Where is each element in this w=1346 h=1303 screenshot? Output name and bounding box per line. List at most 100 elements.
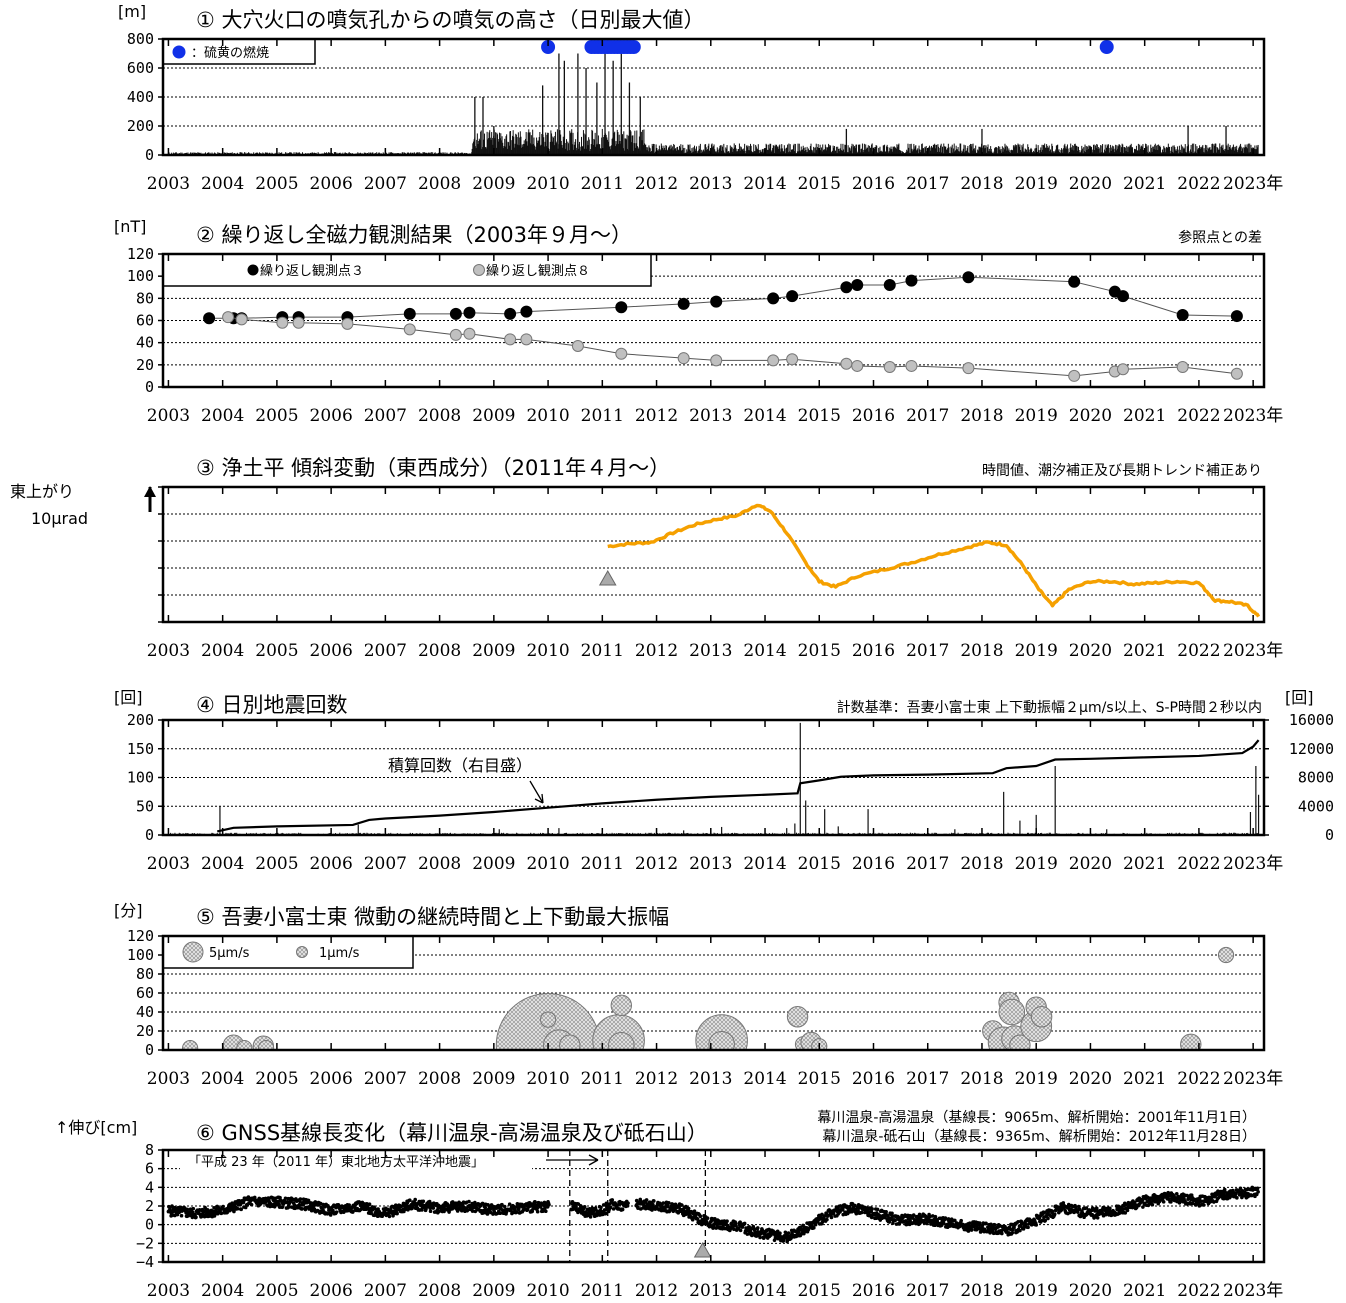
panel-6-point [299,1207,304,1211]
panel-5-year-label: 2005 [255,1069,298,1089]
panel-3-year-label: 2019 [1015,641,1058,661]
panel-6-point [666,1201,671,1205]
panel-6-ytick-label: 2 [145,1197,154,1215]
panel-5-point [608,1031,635,1050]
panel-6-point [755,1226,760,1230]
panel-2-point [504,333,517,346]
panel-1-year-label: 2017 [906,174,949,194]
panel-2-year-label: 2012 [635,406,678,426]
panel-5-ytick-label: 20 [136,1022,154,1040]
panel-3-ylabel-line2: 10μrad [31,509,88,528]
panel-2-legend-label: 繰り返し観測点８ [486,264,590,279]
panel-1-year-label: 2003 [147,174,190,194]
panel-3-year-label: 2015 [798,641,841,661]
panel-6-point [185,1207,190,1212]
panel-6-point [249,1202,254,1207]
panel-1-year-label: 2020 [1069,174,1112,194]
panel-3-year-label: 2023年 [1223,641,1283,661]
panel-4-year-label: 2005 [255,854,298,874]
panel-4-y2tick-label: 4000 [1298,797,1334,815]
panel-6-point [252,1195,257,1200]
panel-6-point [547,1202,551,1207]
panel-6-point [840,1207,845,1212]
panel-6-point [826,1213,830,1218]
panel-2-year-label: 2004 [201,406,244,426]
panel-6-point [502,1204,507,1209]
panel-2-ytick-label: 80 [136,289,154,307]
panel-4-annotation-arrow [529,780,544,804]
panel-6-ytick-label: −4 [136,1253,154,1271]
panel-4-year-label: 2017 [906,854,949,874]
panel-2-point [449,328,462,341]
panel-6-point [498,1211,502,1215]
panel-6-point [943,1216,948,1220]
panel-5-tremor: ⑤ 吾妻小富士東 微動の継続時間と上下動最大振幅[分]1201008060402… [114,901,1283,1089]
panel-5-point [1009,1034,1031,1050]
panel-5-ytick-label: 0 [145,1041,154,1059]
panel-2-point [1116,290,1129,303]
panel-4-frame [161,718,1266,837]
panel-2-point [449,307,462,320]
panel-4-year-label: 2016 [852,854,895,874]
panel-2-point [851,359,864,372]
panel-6-point [431,1206,436,1210]
panel-2-ytick-label: 60 [136,312,154,330]
panel-2-point [504,307,517,320]
panel-2-point [786,353,799,366]
panel-6-point [680,1203,684,1207]
panel-2-point [341,317,354,330]
panel-6-point [179,1213,184,1218]
panel-4-ytick-label: 50 [136,797,154,815]
panel-2-magnetic-field: ② 繰り返し全磁力観測結果（2003年９月～） [nT] 参照点との差 120 100 8… [114,217,1283,426]
panel-6-point [535,1209,540,1214]
panel-6-point [470,1209,475,1213]
panel-5-point [559,1034,581,1050]
panel-6-point [853,1203,857,1208]
panel-6-ytick-label: 4 [145,1178,154,1196]
panel-1-ytick-label: 400 [127,88,154,106]
panel-6-point [769,1233,773,1237]
panel-6-point [829,1215,834,1220]
panel-3-event-marker [598,569,617,586]
panel-1-year-label: 2010 [526,174,569,194]
panel-6-ytick-label: 8 [145,1141,154,1159]
panel-4-ytick-label: 150 [127,740,154,758]
panel-2-point [767,292,780,305]
panel-6-gnss: ⑥ GNSS基線長変化（幕川温泉-高湯温泉及び砥石山） ↑伸び[cm] 幕川温泉-高… [55,1109,1283,1301]
panel-2-year-label: 2023年 [1223,406,1283,426]
panel-6-point [773,1236,778,1240]
panel-4-note: 計数基準：吾妻小富士東 上下動振幅２μm/s以上、S-P時間２秒以内 [837,699,1262,716]
panel-6-point [352,1205,357,1210]
panel-4-ytick-label: 100 [127,769,154,787]
panel-6-point [413,1197,417,1202]
panel-5-ytick-label: 40 [136,1003,154,1021]
panel-4-unit-label-right: [回] [1285,688,1314,707]
panel-1-year-label: 2006 [310,174,353,194]
panel-6-point [953,1218,957,1223]
panel-2-point [905,359,918,372]
panel-1-title: ① 大穴火口の噴気孔からの噴気の高さ（日別最大値） [196,8,705,32]
panel-5-year-label: 2018 [960,1069,1003,1089]
panel-6-point [890,1211,894,1216]
panel-6-point [758,1235,762,1240]
panel-6-point [939,1223,944,1227]
panel-6-point [442,1209,446,1214]
panel-5-year-label: 2011 [581,1069,624,1089]
panel-6-point [528,1201,532,1205]
panel-6-point [421,1199,426,1204]
panel-6-point [705,1216,710,1221]
panel-2-point [883,361,896,374]
panel-2-point [1068,275,1081,288]
panel-6-point [465,1208,470,1212]
panel-6-point [515,1210,519,1214]
panel-6-point [742,1221,747,1226]
panel-6-point [917,1212,922,1217]
panel-6-point [610,1198,615,1202]
panel-2-point [520,333,533,346]
panel-6-point [298,1197,303,1201]
panel-4-cumulative-line [216,739,1260,833]
panel-2-point [962,271,975,284]
panel-6-point [347,1203,352,1207]
panel-5-frame [161,934,1266,1052]
